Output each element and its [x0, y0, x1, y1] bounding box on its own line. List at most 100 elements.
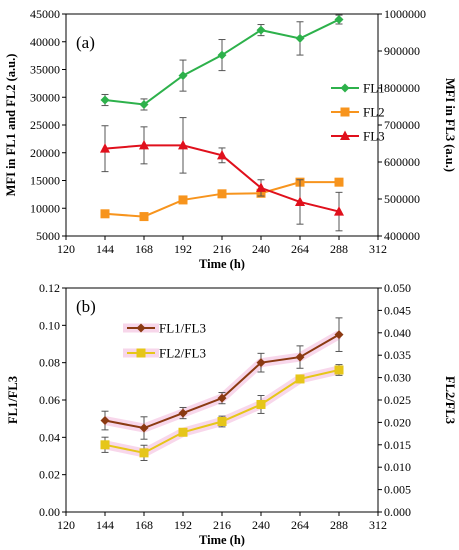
y2-axis-title-b: FL2/FL3: [443, 376, 457, 424]
data-point-fl3: [217, 149, 227, 160]
y2-tick-label: 400000: [384, 229, 420, 243]
x-tick-label: 120: [57, 518, 75, 532]
data-point-fl3: [334, 206, 344, 216]
data-point-fl3: [178, 139, 188, 150]
x-tick-label: 288: [330, 518, 348, 532]
y2-tick-label: 0.025: [384, 393, 411, 407]
x-tick-label: 120: [57, 242, 75, 256]
data-point-fl1-fl3: [100, 416, 110, 426]
panel-a: (a) Time (h) MFI in FL1 and FL2 (a.u.) M…: [4, 7, 457, 271]
data-point-fl2: [139, 212, 149, 222]
y-tick-label: 0.12: [39, 281, 60, 295]
x-tick-label: 168: [135, 242, 153, 256]
data-point-fl3: [295, 196, 305, 206]
data-point-fl2: [100, 209, 110, 219]
y2-tick-label: 0.045: [384, 303, 411, 317]
data-point-fl2: [217, 189, 227, 199]
y-tick-label: 45000: [30, 7, 60, 21]
data-point-fl2-fl3: [100, 440, 110, 450]
panel-b: (b) Time (h) FL1/FL3 FL2/FL3 120 144 168 19…: [6, 281, 457, 547]
panel-label-a: (a): [76, 33, 95, 52]
data-point-fl1: [256, 25, 266, 35]
y2-tick-label: 0.005: [384, 483, 411, 497]
legend-label: FL2/FL3: [159, 346, 206, 361]
data-point-fl1: [334, 15, 344, 25]
data-point-fl1-fl3: [178, 408, 188, 418]
x-tick-label: 240: [252, 518, 270, 532]
data-point-fl2-fl3: [256, 399, 266, 409]
legend-entry-fl1-fl3: FL1/FL3: [123, 321, 206, 336]
data-point-fl1: [295, 33, 305, 43]
y2-tick-label: 500000: [384, 192, 420, 206]
data-point-fl3: [100, 143, 110, 153]
x-tick-label: 144: [96, 518, 114, 532]
data-point-fl3: [256, 182, 266, 192]
x-tick-label: 144: [96, 242, 114, 256]
y-tick-label: 0.10: [39, 318, 60, 332]
y-tick-label: 20000: [30, 146, 60, 160]
y2-axis-title-a: MFI in FL3 (a.u.): [443, 78, 457, 172]
data-point-fl2-fl3: [334, 365, 344, 375]
y2-tick-label: 0.050: [384, 281, 411, 295]
x-tick-label: 264: [291, 242, 309, 256]
data-point-fl2-fl3: [217, 417, 227, 427]
x-tick-label: 264: [291, 518, 309, 532]
data-point-fl1: [139, 99, 149, 109]
data-point-fl2: [334, 177, 344, 187]
data-point-fl1-fl3: [295, 352, 305, 362]
y-tick-label: 0.04: [39, 430, 60, 444]
y2-tick-label: 0.035: [384, 348, 411, 362]
data-point-fl1-fl3: [256, 358, 266, 368]
x-tick-label: 240: [252, 242, 270, 256]
y-tick-label: 15000: [30, 174, 60, 188]
y-tick-label: 35000: [30, 63, 60, 77]
y2-tick-label: 0.010: [384, 460, 411, 474]
x-tick-label: 168: [135, 518, 153, 532]
x-tick-label: 216: [213, 518, 231, 532]
x-tick-label: 312: [369, 518, 387, 532]
y2-tick-label: 0.015: [384, 438, 411, 452]
legend-marker: [136, 348, 146, 358]
x-tick-label: 288: [330, 242, 348, 256]
x-tick-label: 216: [213, 242, 231, 256]
y2-tick-label: 1000000: [384, 7, 426, 21]
x-axis-title-a: Time (h): [199, 257, 245, 271]
legend-label: FL2: [363, 105, 385, 120]
y2-tick-label: 800000: [384, 81, 420, 95]
legend-entry-fl2-fl3: FL2/FL3: [123, 346, 206, 361]
data-point-fl2-fl3: [139, 448, 149, 458]
legend-entry-fl2: FL2: [331, 105, 385, 120]
x-tick-label: 312: [369, 242, 387, 256]
legend-label: FL1/FL3: [159, 321, 206, 336]
x-axis-title-b: Time (h): [199, 533, 245, 547]
y2-tick-label: 0.020: [384, 415, 411, 429]
data-point-fl1-fl3: [217, 393, 227, 403]
data-point-fl1: [178, 71, 188, 81]
y2-tick-label: 0.040: [384, 326, 411, 340]
legend-label: FL1: [363, 81, 385, 96]
data-point-fl1-fl3: [334, 330, 344, 340]
y-tick-label: 0.08: [39, 356, 60, 370]
y-tick-label: 5000: [36, 229, 60, 243]
data-point-fl1: [217, 50, 227, 60]
legend-marker: [340, 130, 350, 140]
x-tick-label: 192: [174, 242, 192, 256]
data-point-fl2: [178, 195, 188, 205]
y2-tick-label: 700000: [384, 118, 420, 132]
legend-label: FL3: [363, 129, 385, 144]
y2-tick-label: 600000: [384, 155, 420, 169]
series-line-fl2: [104, 181, 339, 218]
data-point-fl2-fl3: [178, 427, 188, 437]
legend-entry-fl1: FL1: [331, 81, 385, 96]
y2-tick-label: 0.000: [384, 505, 411, 519]
data-point-fl3: [139, 139, 149, 150]
y-tick-label: 25000: [30, 118, 60, 132]
y-tick-label: 0.02: [39, 468, 60, 482]
y-tick-label: 30000: [30, 90, 60, 104]
legend-entry-fl3: FL3: [331, 129, 385, 144]
data-point-fl2-fl3: [295, 374, 305, 384]
legend-marker: [340, 107, 350, 117]
y-tick-label: 40000: [30, 35, 60, 49]
data-point-fl1-fl3: [139, 423, 149, 433]
